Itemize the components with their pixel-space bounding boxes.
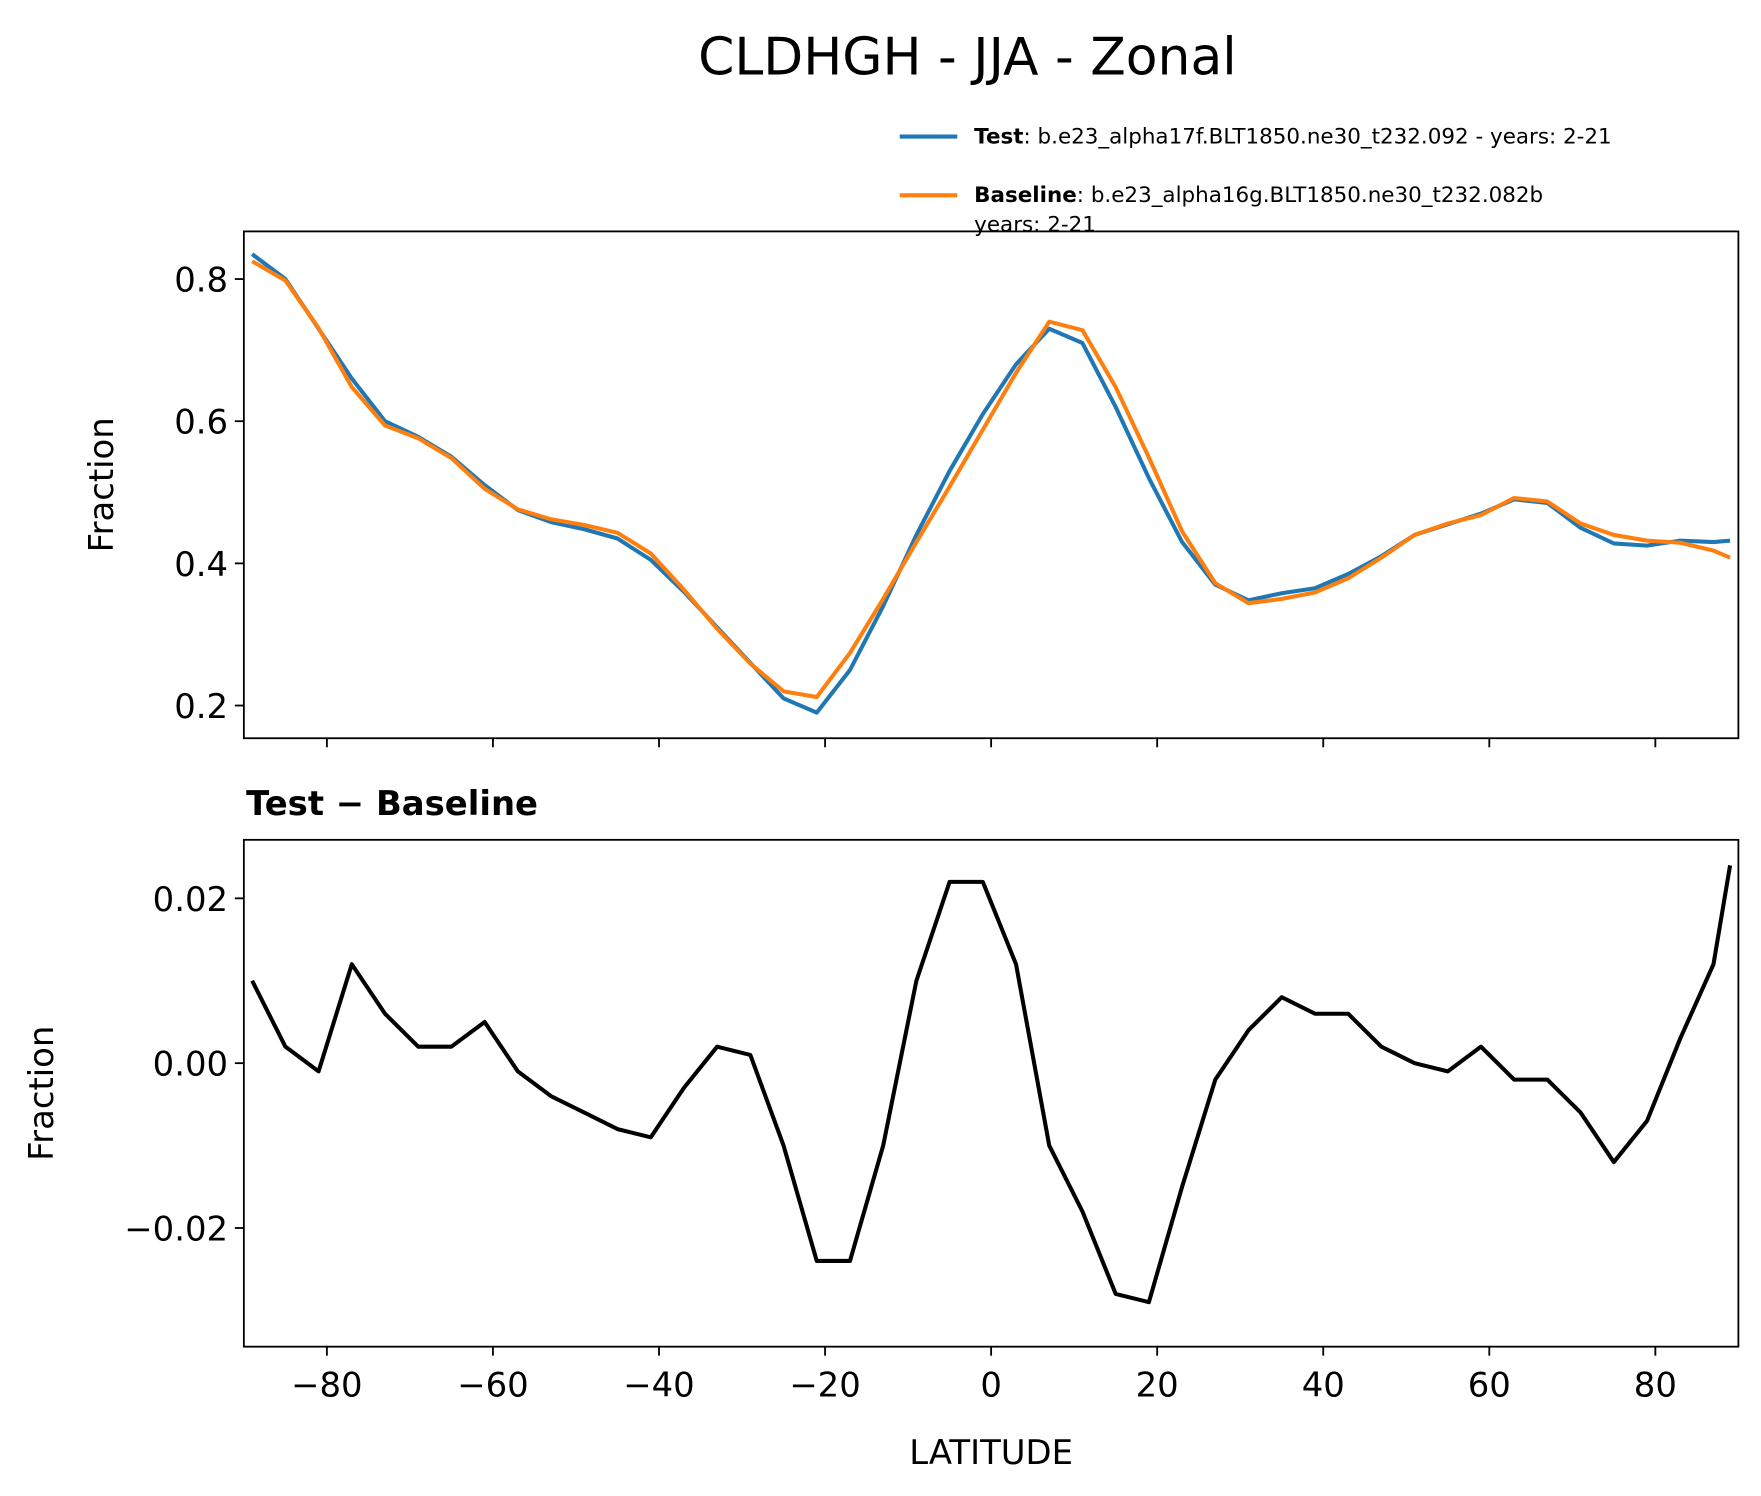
- figure-title: CLDHGH - JJA - Zonal: [698, 28, 1237, 88]
- y-tick-label: 0.00: [153, 1045, 228, 1084]
- y-tick-label: 0.4: [174, 545, 228, 584]
- legend-name: Baseline: [974, 183, 1077, 208]
- data-line: [251, 259, 1731, 700]
- data-line: [250, 252, 1731, 715]
- y-axis-label: Fraction: [22, 1026, 61, 1161]
- data-line: [250, 865, 1733, 1305]
- legend-name: Test: [974, 124, 1023, 149]
- legend-label: Test: b.e23_alpha17f.BLT1850.ne30_t232.0…: [974, 124, 1612, 149]
- x-tick-label: 60: [1468, 1365, 1511, 1404]
- legend-label: Baseline: b.e23_alpha16g.BLT1850.ne30_t2…: [974, 183, 1543, 208]
- x-axis-label: LATITUDE: [909, 1433, 1073, 1472]
- legend-description: years: 2-21: [974, 212, 1096, 237]
- y-tick-label: 0.8: [174, 260, 228, 299]
- axes-frame: [242, 838, 1740, 1348]
- x-tick-label: −40: [623, 1365, 694, 1404]
- x-tick-label: −60: [457, 1365, 528, 1404]
- x-tick-label: 40: [1302, 1365, 1345, 1404]
- y-tick-label: 0.02: [153, 880, 228, 919]
- legend-label: years: 2-21: [974, 212, 1096, 237]
- y-tick-label: 0.6: [174, 403, 228, 442]
- x-tick-label: −80: [291, 1365, 362, 1404]
- legend-description: : b.e23_alpha17f.BLT1850.ne30_t232.092 -…: [1024, 124, 1612, 149]
- axes-frame: [242, 230, 1740, 740]
- x-tick-label: 80: [1634, 1365, 1677, 1404]
- x-tick-label: −20: [789, 1365, 860, 1404]
- y-tick-label: 0.2: [174, 687, 228, 726]
- legend-description: : b.e23_alpha16g.BLT1850.ne30_t232.082b: [1077, 183, 1543, 208]
- axes-title: Test − Baseline: [246, 784, 538, 823]
- y-tick-label: −0.02: [124, 1209, 228, 1248]
- x-tick-label: 0: [980, 1365, 1002, 1404]
- y-axis-label: Fraction: [82, 417, 121, 552]
- x-tick-label: 20: [1136, 1365, 1179, 1404]
